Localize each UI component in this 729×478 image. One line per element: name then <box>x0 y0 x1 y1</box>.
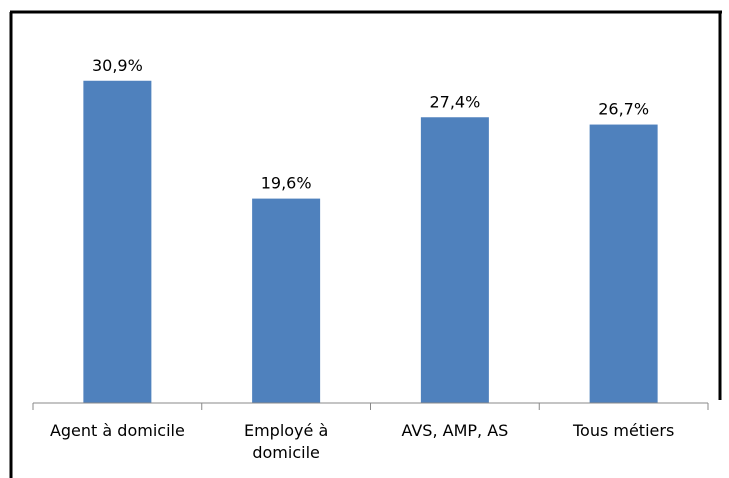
value-label: 27,4% <box>429 92 480 111</box>
bar <box>252 198 321 403</box>
bar <box>83 80 152 403</box>
x-tick-label: Tous métiers <box>572 421 675 440</box>
x-tick-label: Agent à domicile <box>49 421 185 440</box>
bar <box>589 124 658 404</box>
value-label: 26,7% <box>598 100 649 119</box>
value-label: 30,9% <box>92 56 143 75</box>
value-label: 19,6% <box>261 174 312 193</box>
x-tick-label: AVS, AMP, AS <box>401 421 509 440</box>
bar <box>420 117 489 403</box>
x-tick-label: Employé à domicile <box>243 421 329 462</box>
